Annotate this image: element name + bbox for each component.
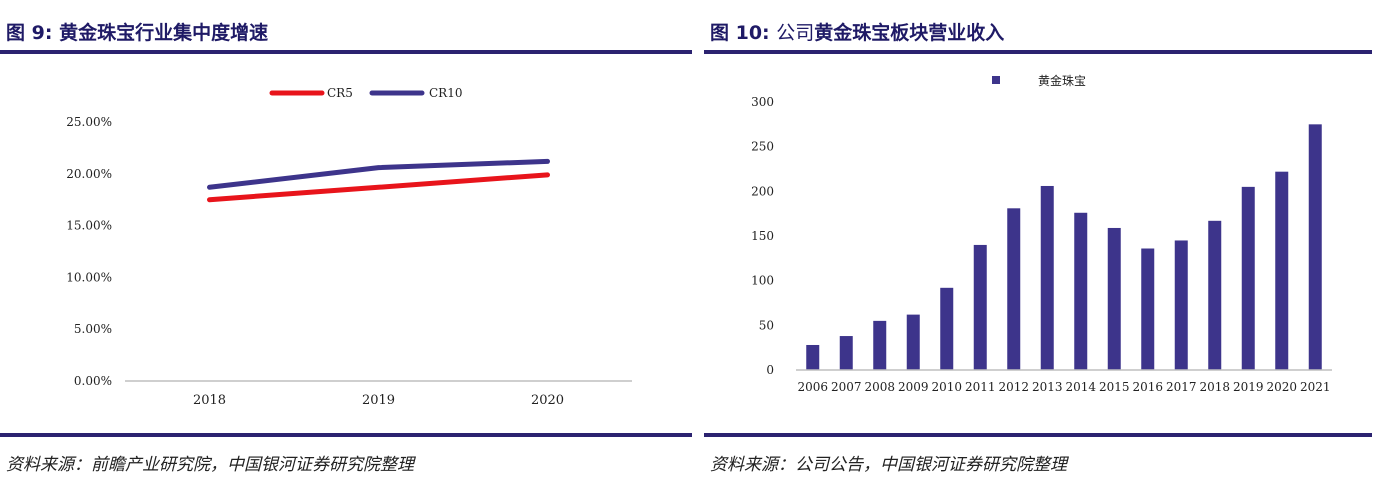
x-tick-label: 2017 xyxy=(1166,380,1197,394)
x-tick-label: 2009 xyxy=(898,380,929,394)
x-tick-label: 2007 xyxy=(831,380,862,394)
right-figure-label: 图 10: xyxy=(710,22,770,44)
x-tick-label: 2008 xyxy=(864,380,895,394)
x-tick-label: 2019 xyxy=(362,393,395,408)
y-tick-label: 0 xyxy=(766,363,774,377)
bar xyxy=(1308,124,1322,370)
bar xyxy=(806,344,820,370)
bar xyxy=(1208,220,1222,370)
line-chart: 0.00% 5.00% 10.00% 15.00% 20.00% 25.00% 2018 20… xyxy=(66,86,632,408)
legend-label: 黄金珠宝 xyxy=(1038,73,1086,88)
x-tick-label: 2019 xyxy=(1233,380,1264,394)
x-tick-label: 2020 xyxy=(1266,380,1297,394)
bar xyxy=(873,320,887,370)
x-tick-label: 2011 xyxy=(965,380,996,394)
bar xyxy=(1107,227,1121,370)
legend-label-cr5: CR5 xyxy=(327,86,353,100)
y-tick-label: 0.00% xyxy=(74,374,112,388)
left-bottom-rule xyxy=(0,433,692,437)
right-figure-title: 图 10: 公司黄金珠宝板块营业收入 xyxy=(710,18,1004,45)
legend-swatch xyxy=(992,76,1000,84)
x-tick-label: 2013 xyxy=(1032,380,1063,394)
y-tick-label: 50 xyxy=(759,318,774,332)
y-tick-label: 300 xyxy=(751,95,774,109)
y-tick-label: 15.00% xyxy=(66,219,112,233)
x-tick-label: 2010 xyxy=(931,380,962,394)
x-tick-label: 2006 xyxy=(797,380,828,394)
bar xyxy=(1174,240,1188,370)
bar xyxy=(1040,185,1054,370)
y-tick-label: 10.00% xyxy=(66,270,112,284)
y-tick-label: 20.00% xyxy=(66,167,112,181)
left-title-text: 黄金珠宝行业集中度增速 xyxy=(59,22,269,44)
right-source-note: 资料来源：公司公告，中国银河证券研究院整理 xyxy=(710,455,1067,475)
left-figure-title: 图 9: 黄金珠宝行业集中度增速 xyxy=(6,18,268,45)
right-title-plain: 公司 xyxy=(776,22,815,44)
bar xyxy=(1275,171,1289,370)
x-tick-label: 2014 xyxy=(1065,380,1096,394)
right-title-text: 黄金珠宝板块营业收入 xyxy=(814,22,1005,44)
x-tick-label: 2018 xyxy=(193,393,226,408)
x-tick-label: 2020 xyxy=(531,393,564,408)
bar xyxy=(1141,248,1155,370)
right-top-rule xyxy=(704,50,1372,54)
right-bottom-rule xyxy=(704,433,1372,437)
legend-label-cr10: CR10 xyxy=(429,86,463,100)
x-tick-label: 2015 xyxy=(1099,380,1130,394)
y-tick-label: 150 xyxy=(751,229,774,243)
bar xyxy=(1241,186,1255,370)
left-top-rule xyxy=(0,50,692,54)
left-source-note: 资料来源：前瞻产业研究院，中国银河证券研究院整理 xyxy=(6,455,414,475)
x-tick-label: 2012 xyxy=(998,380,1029,394)
y-tick-label: 5.00% xyxy=(74,322,112,336)
x-tick-label: 2016 xyxy=(1132,380,1163,394)
x-tick-label: 2021 xyxy=(1300,380,1331,394)
right-figure-panel: 图 10: 公司黄金珠宝板块营业收入 0 50 100 150 200 250 300 200… xyxy=(704,0,1372,486)
series-line-cr10 xyxy=(207,158,550,190)
bar xyxy=(973,244,987,370)
left-figure-label: 图 9: xyxy=(6,22,53,44)
y-tick-label: 25.00% xyxy=(66,115,112,129)
bar xyxy=(940,287,954,370)
y-tick-label: 250 xyxy=(751,140,774,154)
bar xyxy=(1007,208,1021,370)
x-tick-label: 2018 xyxy=(1199,380,1230,394)
bar xyxy=(1074,212,1088,370)
bar xyxy=(839,336,853,370)
y-tick-label: 200 xyxy=(751,184,774,198)
y-tick-label: 100 xyxy=(751,274,774,288)
left-figure-panel: 图 9: 黄金珠宝行业集中度增速 0.00% 5.00% 10.00% 15.00% 2… xyxy=(0,0,692,486)
bar xyxy=(906,314,920,370)
